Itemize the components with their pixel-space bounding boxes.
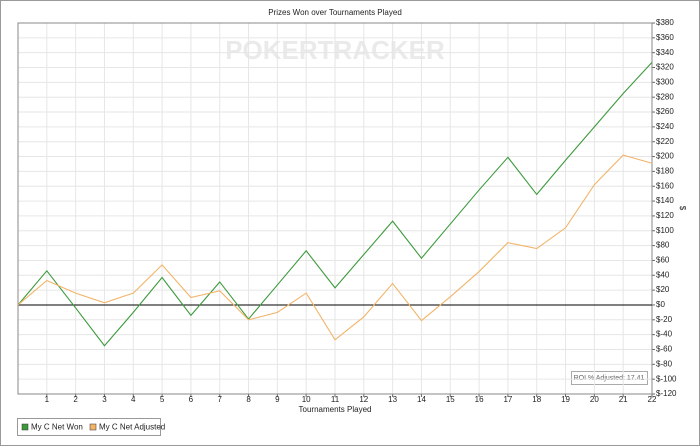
x-tick-label: 19 xyxy=(561,395,570,404)
legend-label: My C Net Adjusted xyxy=(99,423,165,432)
y-tick-label: $380 xyxy=(656,18,674,27)
y-tick-label: $40 xyxy=(656,270,670,279)
y-tick-label: $-40 xyxy=(656,330,673,339)
x-axis-label: Tournaments Played xyxy=(299,405,372,414)
y-tick-label: $160 xyxy=(656,181,674,190)
y-tick-label: $360 xyxy=(656,33,674,42)
x-tick-label: 4 xyxy=(131,395,136,404)
y-tick-label: $200 xyxy=(656,152,674,161)
legend-swatch xyxy=(89,423,97,431)
y-tick-label: $-60 xyxy=(656,345,673,354)
x-tick-label: 9 xyxy=(275,395,280,404)
y-tick-label: $260 xyxy=(656,107,674,116)
y-tick-label: $60 xyxy=(656,256,670,265)
x-tick-label: 1 xyxy=(45,395,50,404)
y-tick-label: $340 xyxy=(656,48,674,57)
y-tick-label: $-20 xyxy=(656,315,673,324)
chart-title: Prizes Won over Tournaments Played xyxy=(268,8,402,17)
x-tick-label: 6 xyxy=(189,395,194,404)
legend xyxy=(17,418,161,436)
y-axis-label: $ xyxy=(678,206,687,211)
y-tick-label: $100 xyxy=(656,226,674,235)
y-tick-label: $320 xyxy=(656,63,674,72)
annotation: ROI % Adjusted: 17.41 xyxy=(574,375,645,382)
y-tick-label: $120 xyxy=(656,211,674,220)
x-tick-label: 14 xyxy=(417,395,426,404)
y-tick-label: $140 xyxy=(656,196,674,205)
y-tick-label: $-80 xyxy=(656,359,673,368)
x-tick-label: 22 xyxy=(648,395,657,404)
x-tick-label: 18 xyxy=(532,395,541,404)
x-tick-label: 8 xyxy=(246,395,251,404)
x-tick-label: 17 xyxy=(503,395,512,404)
y-tick-label: $-120 xyxy=(656,389,677,398)
x-tick-label: 16 xyxy=(475,395,484,404)
x-tick-label: 10 xyxy=(302,395,311,404)
x-tick-label: 7 xyxy=(218,395,223,404)
x-tick-label: 21 xyxy=(619,395,628,404)
x-tick-label: 11 xyxy=(331,395,340,404)
series-line xyxy=(17,154,653,341)
y-tick-label: $20 xyxy=(656,285,670,294)
x-tick-label: 2 xyxy=(73,395,78,404)
y-tick-label: $280 xyxy=(656,92,674,101)
annotation-box xyxy=(571,371,648,385)
series-line xyxy=(17,61,653,347)
y-tick-label: $0 xyxy=(656,300,665,309)
x-tick-label: 3 xyxy=(102,395,107,404)
x-tick-label: 13 xyxy=(388,395,397,404)
y-tick-label: $220 xyxy=(656,137,674,146)
x-tick-label: 5 xyxy=(160,395,165,404)
y-tick-label: $240 xyxy=(656,122,674,131)
y-tick-label: $180 xyxy=(656,167,674,176)
y-tick-label: $80 xyxy=(656,241,670,250)
x-tick-label: 20 xyxy=(590,395,599,404)
y-tick-label: $300 xyxy=(656,77,674,86)
x-tick-label: 12 xyxy=(359,395,368,404)
y-tick-label: $-100 xyxy=(656,374,677,383)
x-tick-label: 15 xyxy=(446,395,455,404)
plot-border xyxy=(17,22,653,395)
legend-label: My C Net Won xyxy=(31,423,83,432)
legend-swatch xyxy=(21,423,29,431)
